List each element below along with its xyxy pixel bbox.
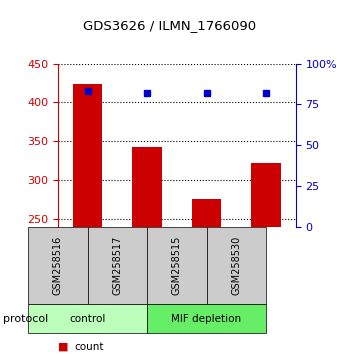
- Text: GSM258517: GSM258517: [112, 236, 122, 295]
- Text: GDS3626 / ILMN_1766090: GDS3626 / ILMN_1766090: [83, 19, 257, 33]
- Text: GSM258516: GSM258516: [53, 236, 63, 295]
- Text: MIF depletion: MIF depletion: [171, 314, 242, 324]
- Text: count: count: [75, 342, 104, 352]
- Bar: [73, 84, 102, 227]
- Text: GSM258515: GSM258515: [172, 236, 182, 295]
- Text: protocol: protocol: [3, 314, 49, 324]
- Text: GSM258530: GSM258530: [231, 236, 241, 295]
- Text: control: control: [69, 314, 106, 324]
- Text: ■: ■: [58, 342, 68, 352]
- Bar: [192, 199, 221, 227]
- Bar: [132, 147, 162, 227]
- Bar: [251, 163, 281, 227]
